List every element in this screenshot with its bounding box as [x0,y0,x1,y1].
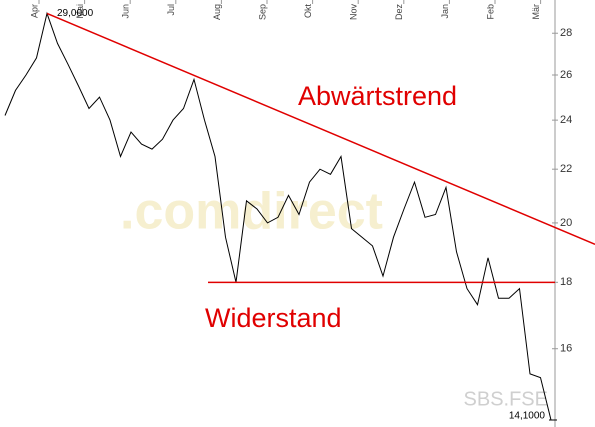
y-tick-label: 20 [560,217,572,229]
trend-label: Abwärtstrend [298,81,457,111]
x-tick-label: Aug [212,4,222,20]
x-tick-label: Apr [29,4,39,18]
x-tick-label: Mär [531,4,541,20]
value-label: 29,0000 [57,8,94,19]
price-line [4,11,552,421]
x-tick-label: Jun [121,4,131,19]
x-tick-label: Jul [166,4,176,16]
value-label: 14,1000 [509,411,546,422]
x-tick-label: Dez [394,4,404,21]
symbol: SBS.FSE [464,388,548,410]
x-tick-label: Mai [75,4,85,19]
x-tick-label: Nov [349,4,359,21]
y-tick-label: 18 [560,276,572,288]
x-tick-label: Feb [485,4,495,20]
x-tick-label: Sep [257,4,267,20]
y-tick-label: 24 [560,114,572,126]
trend-line [46,12,595,245]
y-tick-label: 16 [560,343,572,355]
x-tick-label: Jan [440,4,450,19]
x-tick-label: Okt [303,4,313,19]
resistance-label: Widerstand [205,303,342,333]
y-tick-label: 26 [560,69,572,81]
y-tick-label: 22 [560,163,572,175]
y-tick-label: 28 [560,27,572,39]
watermark: .comdirect [120,183,383,241]
